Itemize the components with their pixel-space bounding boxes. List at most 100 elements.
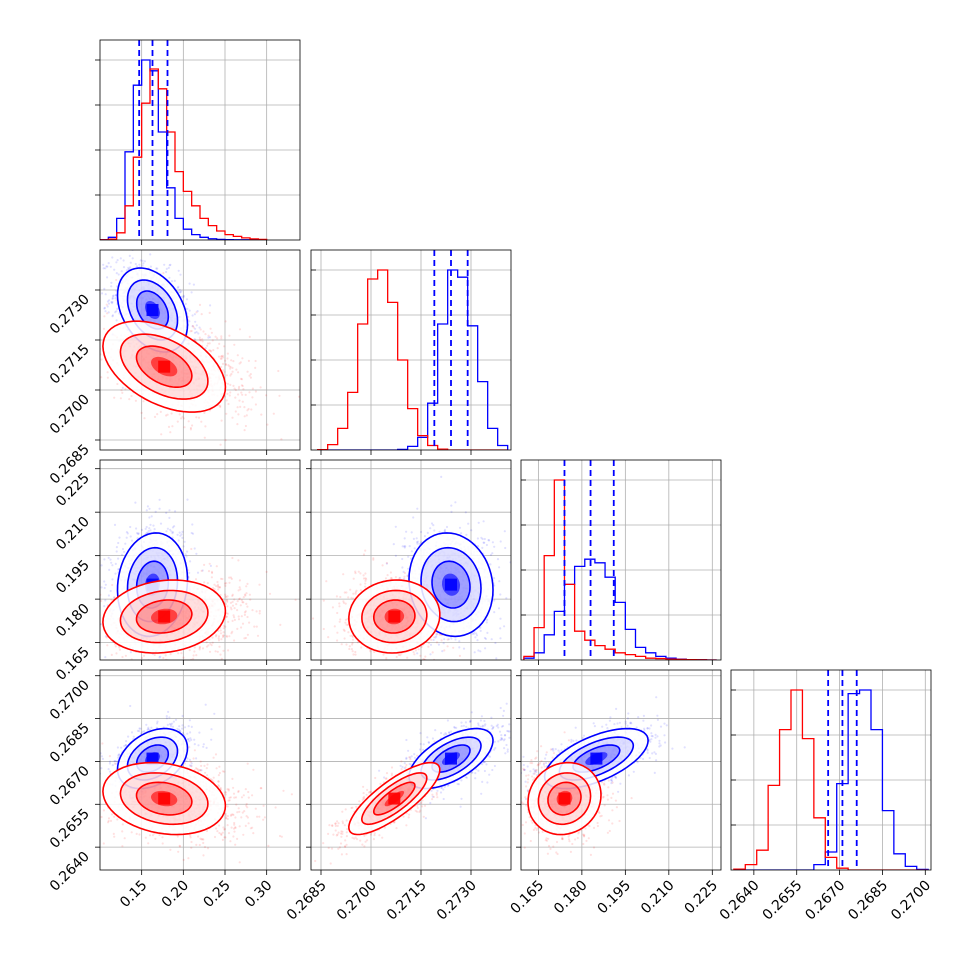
scatter-point	[246, 370, 249, 373]
scatter-point	[211, 636, 214, 639]
scatter-point	[104, 599, 107, 602]
scatter-point	[114, 311, 117, 314]
scatter-point	[103, 287, 106, 290]
scatter-point	[412, 537, 415, 541]
scatter-point	[498, 566, 501, 569]
scatter-point	[165, 270, 168, 274]
scatter-point	[246, 582, 249, 586]
scatter-point	[100, 564, 103, 567]
scatter-point	[233, 607, 236, 610]
scatter-point	[220, 357, 223, 360]
scatter-point	[258, 609, 261, 613]
scatter-point	[166, 413, 169, 416]
scatter-point	[240, 615, 243, 618]
scatter-point	[127, 268, 130, 271]
scatter-point	[115, 272, 118, 275]
scatter-point	[496, 558, 500, 561]
panel-content	[733, 670, 929, 870]
scatter-point	[115, 546, 118, 549]
scatter-point	[208, 650, 212, 653]
scatter-point	[115, 319, 118, 322]
scatter-point	[178, 531, 181, 534]
panel-1-1	[311, 250, 511, 450]
scatter-point	[94, 323, 96, 325]
scatter-point	[484, 647, 487, 650]
scatter-point	[241, 601, 244, 604]
scatter-point	[224, 439, 227, 442]
scatter-point	[179, 661, 181, 663]
scatter-point	[149, 523, 152, 526]
scatter-point	[181, 530, 184, 534]
scatter-point	[159, 655, 162, 658]
scatter-point	[232, 384, 235, 387]
scatter-point	[117, 557, 120, 560]
scatter-point	[188, 571, 191, 575]
scatter-point	[477, 649, 480, 652]
scatter-point	[473, 651, 476, 654]
scatter-point	[162, 656, 165, 660]
scatter-point	[248, 391, 251, 394]
scatter-point	[245, 414, 248, 417]
scatter-point	[211, 641, 214, 644]
scatter-point	[246, 605, 249, 608]
scatter-point	[182, 294, 185, 297]
scatter-point	[177, 652, 180, 655]
scatter-point	[458, 526, 462, 529]
scatter-point	[186, 550, 189, 553]
scatter-point	[191, 324, 194, 328]
scatter-point	[476, 639, 479, 642]
scatter-point	[268, 592, 272, 595]
scatter-point	[91, 341, 93, 343]
scatter-point	[216, 337, 219, 340]
scatter-point	[195, 552, 198, 555]
scatter-point	[122, 259, 125, 262]
scatter-point	[238, 328, 242, 331]
scatter-point	[100, 358, 103, 361]
panel-content	[523, 460, 717, 660]
scatter-point	[477, 521, 480, 524]
scatter-point	[103, 558, 106, 561]
scatter-point	[107, 262, 110, 265]
scatter-point	[230, 359, 233, 362]
scatter-point	[224, 362, 227, 366]
scatter-point	[204, 347, 207, 350]
scatter-point	[205, 645, 209, 648]
scatter-point	[108, 568, 111, 572]
scatter-point	[127, 266, 130, 269]
scatter-point	[117, 541, 120, 545]
scatter-point	[493, 577, 496, 580]
scatter-point	[124, 665, 126, 667]
scatter-point	[239, 361, 242, 364]
scatter-point	[187, 420, 190, 423]
scatter-point	[223, 370, 226, 373]
scatter-point	[111, 583, 114, 587]
scatter-point	[165, 267, 168, 270]
scatter-point	[158, 656, 161, 659]
scatter-point	[192, 657, 195, 660]
scatter-point	[140, 528, 144, 532]
scatter-point	[441, 650, 444, 653]
scatter-point	[110, 653, 113, 657]
scatter-point	[106, 371, 109, 374]
scatter-point	[112, 596, 116, 599]
scatter-point	[170, 280, 174, 283]
scatter-point	[181, 415, 184, 418]
scatter-point	[190, 531, 193, 535]
scatter-point	[237, 618, 241, 621]
scatter-point	[169, 528, 172, 531]
scatter-point	[106, 644, 109, 647]
scatter-point	[249, 376, 252, 379]
scatter-point	[238, 362, 241, 365]
scatter-point	[120, 553, 124, 557]
scatter-point	[154, 665, 156, 667]
scatter-point	[215, 634, 218, 637]
scatter-point	[146, 531, 149, 535]
scatter-point	[126, 532, 129, 535]
scatter-point	[225, 634, 228, 638]
scatter-point	[124, 542, 127, 545]
scatter-point	[107, 594, 110, 597]
scatter-point	[192, 662, 194, 664]
contour-1sigma	[135, 345, 193, 388]
scatter-point	[220, 638, 223, 641]
scatter-point	[242, 388, 245, 391]
